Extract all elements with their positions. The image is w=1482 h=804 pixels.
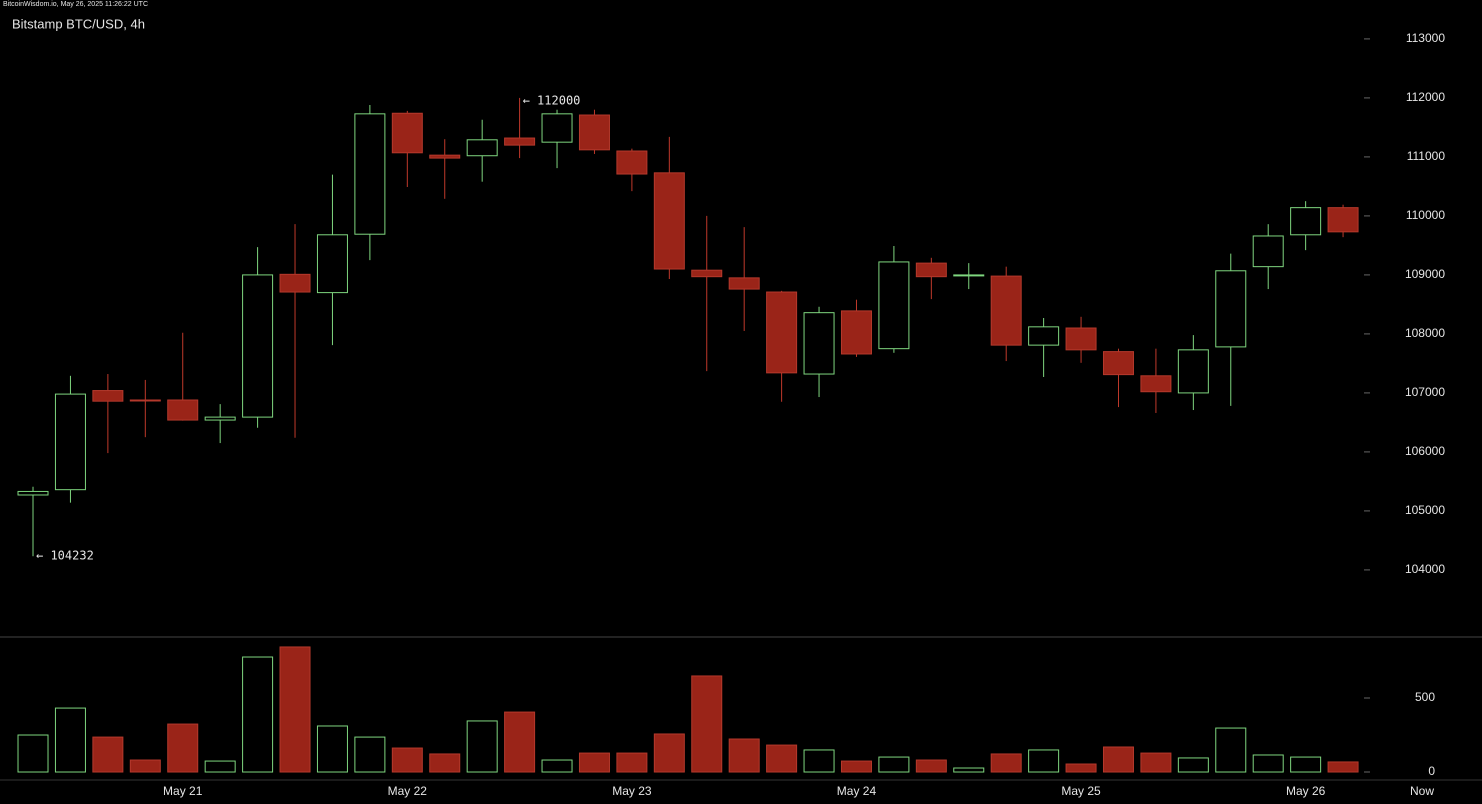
- volume-tick-label: 500: [1415, 690, 1435, 704]
- volume-bar: [316, 725, 348, 773]
- candle-body: [1290, 207, 1322, 236]
- volume-bar: [1215, 727, 1247, 773]
- y-tick-label: 108000: [1405, 326, 1445, 340]
- volume-bar: [504, 711, 536, 773]
- candle-body: [878, 261, 910, 350]
- candle-body: [766, 291, 798, 374]
- y-tick-label: 109000: [1405, 267, 1445, 281]
- candle-body: [1065, 327, 1097, 351]
- volume-bar: [1252, 754, 1284, 773]
- volume-bar: [541, 759, 573, 773]
- candle-body: [204, 416, 236, 421]
- x-tick-label: May 24: [837, 784, 877, 798]
- candle-body: [953, 274, 985, 277]
- candle-body: [316, 234, 348, 294]
- volume-bar: [391, 747, 423, 773]
- candle-body: [541, 113, 573, 143]
- chart-title: Bitstamp BTC/USD, 4h: [12, 16, 145, 31]
- candle-body: [1140, 375, 1172, 393]
- volume-bar: [466, 720, 498, 773]
- x-tick-label: May 26: [1286, 784, 1326, 798]
- y-tick-label: 110000: [1406, 208, 1445, 222]
- volume-bar: [616, 752, 648, 773]
- volume-bar: [279, 646, 311, 773]
- x-tick-label: May 21: [163, 784, 203, 798]
- volume-bar: [1028, 749, 1060, 773]
- volume-bar: [354, 736, 386, 773]
- y-tick-label: 111000: [1407, 149, 1446, 163]
- source-label: BitcoinWisdom.io, May 26, 2025 11:26:22 …: [3, 1, 148, 8]
- x-tick-label: May 22: [388, 784, 428, 798]
- candle-body: [840, 310, 872, 355]
- y-tick-label: 113000: [1406, 31, 1445, 45]
- volume-bar: [92, 736, 124, 773]
- candle-body: [990, 275, 1022, 346]
- volume-bar: [429, 753, 461, 773]
- y-tick-label: 112000: [1406, 90, 1445, 104]
- candle-body: [466, 139, 498, 157]
- candle-body: [691, 269, 723, 278]
- candle-body: [915, 262, 947, 278]
- x-tick-label: May 23: [612, 784, 652, 798]
- candle-body: [1215, 270, 1247, 348]
- candle-body: [429, 154, 461, 159]
- volume-bar: [204, 760, 236, 773]
- volume-bar: [766, 744, 798, 773]
- y-tick-label: 106000: [1405, 444, 1445, 458]
- volume-bar: [17, 734, 49, 773]
- candle-body: [129, 399, 161, 402]
- candle-body: [242, 274, 274, 418]
- x-end-label: Now: [1410, 784, 1434, 798]
- y-tick-label: 104000: [1405, 562, 1445, 576]
- volume-tick-label: 0: [1428, 764, 1435, 778]
- volume-bar: [1177, 757, 1209, 773]
- volume-bar: [878, 756, 910, 773]
- volume-bar: [129, 759, 161, 773]
- volume-bar: [990, 753, 1022, 773]
- candle-body: [1177, 349, 1209, 394]
- volume-bar: [242, 656, 274, 773]
- candle-body: [1028, 326, 1060, 346]
- candle-body: [616, 150, 648, 175]
- volume-bar: [1290, 756, 1322, 773]
- volume-bar: [1140, 752, 1172, 773]
- volume-bar: [728, 738, 760, 773]
- volume-bar: [578, 752, 610, 773]
- candle-body: [54, 393, 86, 491]
- candle-body: [1327, 207, 1359, 233]
- candle-body: [92, 390, 124, 402]
- candle-body: [391, 112, 423, 154]
- volume-bar: [803, 749, 835, 773]
- candle-body: [578, 114, 610, 151]
- volume-bar: [1065, 763, 1097, 773]
- candle-body: [504, 137, 536, 146]
- x-tick-label: May 25: [1061, 784, 1101, 798]
- candle-body: [17, 490, 49, 496]
- y-tick-label: 105000: [1405, 503, 1445, 517]
- volume-bar: [1102, 746, 1134, 773]
- candle-body: [1252, 235, 1284, 268]
- high-annotation: ← 112000: [523, 93, 581, 107]
- volume-bar: [840, 760, 872, 773]
- volume-bar: [653, 733, 685, 773]
- volume-bar: [915, 759, 947, 773]
- low-annotation: ← 104232: [36, 549, 94, 563]
- candle-body: [803, 312, 835, 375]
- volume-bar: [953, 767, 985, 773]
- y-tick-label: 107000: [1405, 385, 1445, 399]
- candle-body: [167, 399, 199, 421]
- candle-body: [354, 113, 386, 235]
- volume-bar: [167, 723, 199, 773]
- candle-body: [279, 273, 311, 293]
- candle-body: [653, 172, 685, 270]
- candle-body: [1102, 351, 1134, 376]
- volume-bar: [691, 675, 723, 773]
- volume-bar: [54, 707, 86, 773]
- candle-body: [728, 277, 760, 290]
- volume-bar: [1327, 761, 1359, 773]
